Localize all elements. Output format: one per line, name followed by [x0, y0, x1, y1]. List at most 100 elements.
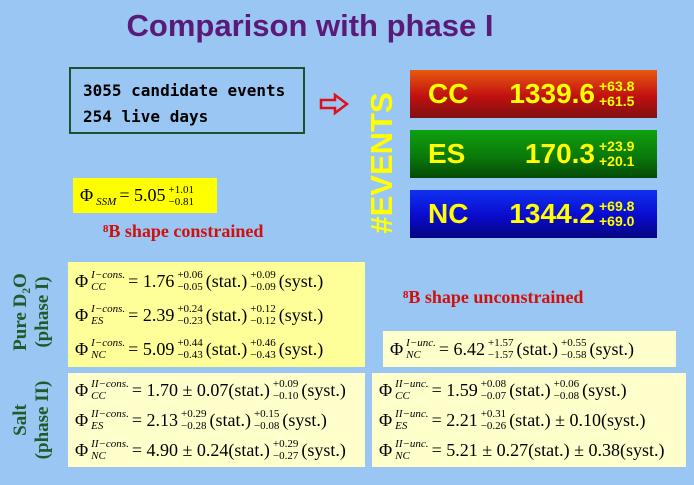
subscript: −0.05 — [177, 281, 203, 293]
formula-script: II−unc. CC — [395, 378, 428, 402]
event-minus: +69.0 — [599, 213, 635, 229]
phase-label-line: (phase II) — [32, 380, 53, 460]
subscript: ES — [91, 420, 104, 432]
formula-script: +0.09 −0.09 — [250, 269, 275, 293]
formula-text: = 2.39 — [128, 304, 175, 325]
formula: Φ I−cons. NC = 5.09 +0.44 −0.43 (stat.) +0.46 −0… — [74, 332, 359, 366]
subscript: ES — [91, 315, 104, 327]
event-errors: +23.9 +20.1 — [599, 139, 634, 169]
superscript: +0.09 — [272, 378, 299, 390]
formula-box: Φ I−cons. CC = 1.76 +0.06 −0.05 (stat.) +0.09 −0… — [68, 262, 365, 367]
formula: Φ II−unc. NC = 5.21 ± 0.27(stat.) ± 0.38(sy… — [378, 435, 680, 465]
subscript: CC — [395, 390, 410, 402]
subscript: −1.57 — [488, 349, 514, 361]
ssm-box: Φ SSM = 5.05 +1.01 −0.81 — [73, 178, 217, 213]
arrow — [319, 92, 350, 116]
formula: Φ I−cons. ES = 2.39 +0.24 −0.23 (stat.) +0.12 −0… — [74, 298, 359, 332]
subscript: −0.43 — [250, 349, 276, 361]
superscript: +0.44 — [177, 337, 203, 349]
formula-text: Φ — [75, 409, 89, 430]
formula-script: +0.24 −0.23 — [177, 303, 202, 327]
superscript: +0.24 — [177, 303, 203, 315]
formula: Φ I−cons. CC = 1.76 +0.06 −0.05 (stat.) +0.09 −0… — [74, 264, 359, 298]
formula-script: I−cons. CC — [91, 269, 125, 293]
formula-script: +0.55 −0.58 — [561, 337, 586, 361]
formula: Φ I−unc. NC = 6.42 +1.57 −1.57 (stat.) +0.55 −0.… — [389, 333, 670, 365]
subscript: −0.09 — [250, 281, 276, 293]
superscript: +0.06 — [177, 269, 203, 281]
formula-text: Φ — [390, 338, 404, 359]
formula-text: (stat.) — [209, 409, 251, 430]
formula-text: (stat.) — [205, 270, 248, 291]
formula-script: +0.46 −0.43 — [250, 337, 275, 361]
subscript: −0.26 — [480, 420, 507, 432]
formula-text: (stat.) ± 0.10(syst.) — [509, 409, 646, 430]
event-minus: +20.1 — [599, 153, 635, 169]
formula-text: Φ — [75, 439, 89, 460]
formula-script: I−cons. ES — [91, 303, 125, 327]
formula-text: (syst.) — [301, 439, 346, 460]
superscript: +0.29 — [272, 438, 299, 450]
formula-script: +0.29 −0.28 — [181, 408, 206, 432]
formula-text: = 1.70 ± 0.07(stat.) — [131, 379, 270, 400]
superscript: II−unc. — [395, 438, 429, 450]
superscript: +0.55 — [561, 337, 587, 349]
subscript: −0.27 — [272, 450, 299, 462]
formula-text: = 5.09 — [128, 338, 175, 359]
formula-text: (stat.) — [509, 379, 551, 400]
superscript: +0.08 — [480, 378, 507, 390]
formula-text: (syst.) — [278, 304, 324, 325]
subscript: −0.10 — [272, 390, 299, 402]
formula-text: Φ — [75, 379, 89, 400]
subscript: NC — [91, 450, 106, 462]
superscript: II−cons. — [91, 438, 129, 450]
formula-text: Φ — [75, 304, 89, 325]
summary-line: 254 live days — [83, 107, 209, 126]
superscript: I−cons. — [91, 269, 126, 281]
subscript: NC — [91, 349, 106, 361]
formula-script: +0.15 −0.08 — [254, 408, 279, 432]
constrained-label: ⁸B shape constrained — [103, 221, 264, 241]
superscript: I−cons. — [91, 303, 126, 315]
subscript: −0.08 — [253, 420, 280, 432]
event-value: 170.3 — [524, 138, 595, 169]
formula-text: Φ — [80, 185, 94, 205]
formula-script: II−cons. ES — [91, 408, 129, 432]
formula-text: = 5.05 — [119, 185, 166, 205]
title: Comparison with phase I — [126, 8, 494, 43]
formula-script: +0.31 −0.26 — [481, 408, 506, 432]
formula-script: II−unc. NC — [395, 438, 428, 462]
formula-text: Φ — [379, 409, 393, 430]
formula-text: = 6.42 — [438, 338, 486, 359]
subscript: SSM — [96, 195, 117, 208]
formula-script: II−unc. ES — [395, 408, 428, 432]
formula-script: +1.57 −1.57 — [488, 337, 513, 361]
formula: Φ II−unc. CC = 1.59 +0.08 −0.07 (stat.) +0.06 −0… — [378, 375, 680, 405]
formula-script: +1.01 −0.81 — [169, 184, 194, 208]
phase-label-line: Pure D₂O — [10, 273, 31, 351]
phase-label: Salt (phase II) — [10, 381, 54, 460]
formula-text: = 2.13 — [131, 409, 178, 430]
formula-script: II−cons. NC — [91, 438, 129, 462]
formula-script: I−cons. NC — [91, 337, 125, 361]
formula-text: (syst.) — [589, 338, 634, 359]
subscript: ES — [395, 420, 408, 432]
event-plus: +69.8 — [599, 198, 635, 214]
subscript: −0.12 — [250, 315, 276, 327]
superscript: II−unc. — [395, 378, 429, 390]
superscript: +1.57 — [488, 337, 514, 349]
formula-text: (stat.) — [205, 304, 248, 325]
event-box: CC 1339.6 +63.8 +61.5 — [410, 70, 657, 118]
phase-label-line: (phase I) — [32, 276, 53, 348]
formula-box: Φ II−unc. CC = 1.59 +0.08 −0.07 (stat.) +0.06 −0… — [372, 373, 686, 467]
formula-box: Φ II−cons. CC = 1.70 ± 0.07(stat.) +0.09 −0.1… — [68, 373, 365, 467]
superscript: +0.29 — [181, 408, 207, 420]
formula-text: = 1.59 — [431, 379, 478, 400]
phase-label: Pure D₂O (phase I) — [10, 273, 54, 351]
formula: Φ SSM = 5.05 +1.01 −0.81 — [79, 182, 211, 209]
formula-text: (syst.) — [278, 338, 324, 359]
event-value: 1339.6 — [509, 78, 595, 109]
superscript: +0.09 — [250, 269, 276, 281]
formula-text: Φ — [379, 379, 393, 400]
formula-text: = 4.90 ± 0.24(stat.) — [131, 439, 270, 460]
